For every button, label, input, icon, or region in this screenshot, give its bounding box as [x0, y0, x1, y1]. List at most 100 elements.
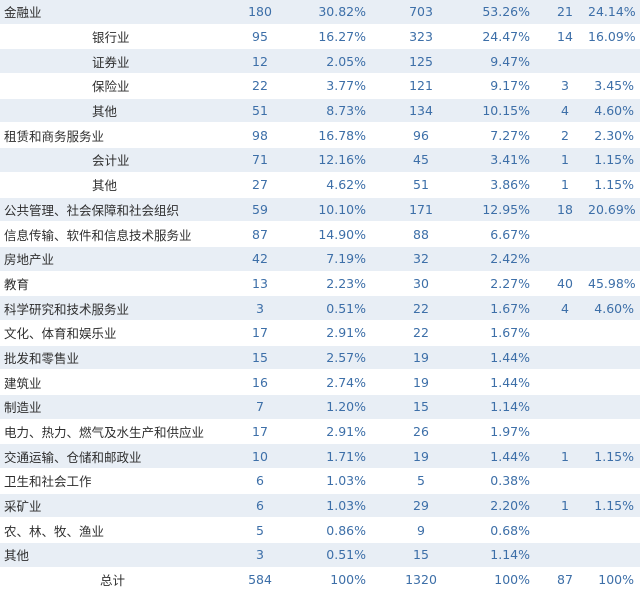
industry-name-cell: 信息传输、软件和信息技术服务业: [4, 227, 192, 243]
percent-1-cell: 2.91%: [326, 424, 366, 440]
percent-1-cell: 0.51%: [326, 547, 366, 563]
industry-name-cell: 银行业: [92, 30, 130, 46]
percent-2-cell: 3.86%: [490, 177, 530, 193]
count-1-cell: 5: [256, 522, 264, 538]
count-1-cell: 6: [256, 473, 264, 489]
percent-2-cell: 2.42%: [490, 251, 530, 267]
count-2-cell: 22: [413, 300, 429, 316]
count-1-cell: 180: [248, 4, 272, 20]
table-row: 证券业 12 2.05% 125 9.47%: [0, 49, 640, 75]
industry-name-cell: 电力、热力、燃气及水生产和供应业: [4, 425, 205, 441]
percent-3-cell: 1.15%: [594, 498, 634, 514]
percent-3-cell: 4.60%: [594, 103, 634, 119]
percent-1-cell: 10.10%: [318, 201, 366, 217]
count-2-cell: 32: [413, 251, 429, 267]
percent-1-cell: 30.82%: [318, 4, 366, 20]
count-2-cell: 15: [413, 399, 429, 415]
count-1-cell: 95: [252, 29, 268, 45]
count-1-cell: 584: [248, 572, 272, 588]
count-2-cell: 45: [413, 152, 429, 168]
table-row: 金融业 180 30.82% 703 53.26% 21 24.14%: [0, 0, 640, 25]
count-2-cell: 22: [413, 325, 429, 341]
industry-name-cell: 其他: [92, 178, 118, 194]
percent-3-cell: 16.09%: [588, 29, 636, 45]
table-row: 公共管理、社会保障和社会组织 59 10.10% 171 12.95% 18 2…: [0, 197, 640, 223]
percent-2-cell: 1.14%: [490, 399, 530, 415]
count-1-cell: 12: [252, 53, 268, 69]
count-3-cell: 3: [561, 78, 569, 94]
percent-3-cell: 1.15%: [594, 448, 634, 464]
count-1-cell: 87: [252, 226, 268, 242]
percent-2-cell: 0.38%: [490, 473, 530, 489]
percent-1-cell: 2.91%: [326, 325, 366, 341]
count-1-cell: 17: [252, 424, 268, 440]
count-1-cell: 17: [252, 325, 268, 341]
count-1-cell: 27: [252, 177, 268, 193]
percent-1-cell: 16.27%: [318, 29, 366, 45]
count-1-cell: 16: [252, 374, 268, 390]
count-1-cell: 3: [256, 547, 264, 563]
count-3-cell: 2: [561, 127, 569, 143]
total-row: 总计 584 100% 1320 100% 87 100%: [0, 567, 640, 593]
count-2-cell: 125: [409, 53, 433, 69]
table-row: 科学研究和技术服务业 3 0.51% 22 1.67% 4 4.60%: [0, 296, 640, 321]
table-row: 农、林、牧、渔业 5 0.86% 9 0.68%: [0, 518, 640, 544]
percent-2-cell: 24.47%: [482, 29, 530, 45]
count-3-cell: 1: [561, 177, 569, 193]
count-1-cell: 22: [252, 78, 268, 94]
count-2-cell: 171: [409, 201, 433, 217]
industry-name-cell: 证券业: [92, 54, 130, 70]
count-3-cell: 4: [561, 300, 569, 316]
industry-name-cell: 批发和零售业: [4, 350, 80, 366]
percent-1-cell: 2.05%: [326, 53, 366, 69]
percent-1-cell: 3.77%: [326, 78, 366, 94]
table-row: 会计业 71 12.16% 45 3.41% 1 1.15%: [0, 148, 640, 173]
count-2-cell: 30: [413, 275, 429, 291]
percent-2-cell: 10.15%: [482, 103, 530, 119]
percent-1-cell: 1.03%: [326, 473, 366, 489]
percent-2-cell: 9.47%: [490, 53, 530, 69]
percent-3-cell: 100%: [598, 572, 634, 588]
count-1-cell: 3: [256, 300, 264, 316]
count-2-cell: 88: [413, 226, 429, 242]
count-1-cell: 71: [252, 152, 268, 168]
table-row: 文化、体育和娱乐业 17 2.91% 22 1.67%: [0, 320, 640, 346]
table-row: 保险业 22 3.77% 121 9.17% 3 3.45%: [0, 74, 640, 99]
count-1-cell: 42: [252, 251, 268, 267]
table-row: 信息传输、软件和信息技术服务业 87 14.90% 88 6.67%: [0, 222, 640, 247]
count-2-cell: 19: [413, 349, 429, 365]
percent-1-cell: 2.74%: [326, 374, 366, 390]
count-3-cell: 1: [561, 152, 569, 168]
count-2-cell: 26: [413, 424, 429, 440]
percent-1-cell: 100%: [330, 572, 366, 588]
table-row: 电力、热力、燃气及水生产和供应业 17 2.91% 26 1.97%: [0, 419, 640, 445]
industry-name-cell: 交通运输、仓储和邮政业: [4, 449, 142, 465]
table-row: 银行业 95 16.27% 323 24.47% 14 16.09%: [0, 24, 640, 50]
count-3-cell: 4: [561, 103, 569, 119]
table-row: 制造业 7 1.20% 15 1.14%: [0, 395, 640, 420]
industry-name-cell: 卫生和社会工作: [4, 474, 92, 490]
industry-name-cell: 采矿业: [4, 499, 42, 515]
industry-name-cell: 租赁和商务服务业: [4, 128, 105, 144]
percent-2-cell: 7.27%: [490, 127, 530, 143]
table-row: 教育 13 2.23% 30 2.27% 40 45.98%: [0, 271, 640, 297]
count-2-cell: 703: [409, 4, 433, 20]
count-2-cell: 9: [417, 522, 425, 538]
percent-2-cell: 53.26%: [482, 4, 530, 20]
percent-2-cell: 6.67%: [490, 226, 530, 242]
table-row: 其他 3 0.51% 15 1.14%: [0, 543, 640, 568]
industry-name-cell: 农、林、牧、渔业: [4, 523, 105, 539]
industry-name-cell: 金融业: [4, 5, 42, 21]
table-row: 其他 51 8.73% 134 10.15% 4 4.60%: [0, 98, 640, 124]
count-2-cell: 19: [413, 448, 429, 464]
industry-name-cell: 总计: [100, 573, 126, 589]
table-row: 租赁和商务服务业 98 16.78% 96 7.27% 2 2.30%: [0, 123, 640, 149]
percent-3-cell: 24.14%: [588, 4, 636, 20]
industry-name-cell: 会计业: [92, 153, 130, 169]
industry-name-cell: 建筑业: [4, 375, 42, 391]
percent-1-cell: 0.51%: [326, 300, 366, 316]
count-1-cell: 98: [252, 127, 268, 143]
percent-2-cell: 12.95%: [482, 201, 530, 217]
table-row: 房地产业 42 7.19% 32 2.42%: [0, 246, 640, 272]
industry-name-cell: 公共管理、社会保障和社会组织: [4, 202, 180, 218]
